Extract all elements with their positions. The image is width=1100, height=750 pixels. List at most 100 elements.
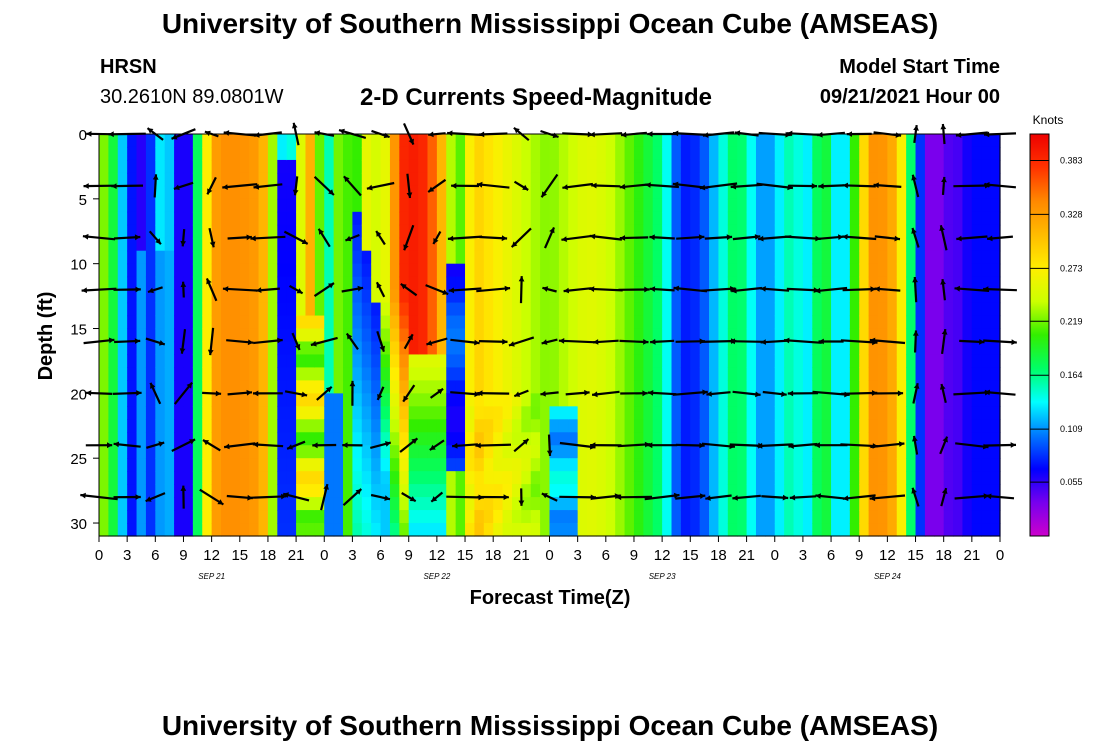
heatmap-cell xyxy=(108,393,119,407)
colorbar-units-label: Knots xyxy=(1033,113,1064,127)
heatmap-cell xyxy=(615,406,626,420)
heatmap-cell xyxy=(868,263,879,278)
heatmap-cell xyxy=(343,159,354,174)
heatmap-cell xyxy=(924,406,935,420)
heatmap-cell xyxy=(183,276,194,291)
heatmap-cell xyxy=(305,510,316,524)
heatmap-cell xyxy=(108,497,119,511)
heatmap-cell xyxy=(549,211,560,226)
heatmap-cell xyxy=(755,406,766,420)
heatmap-cell xyxy=(793,302,804,317)
heatmap-cell xyxy=(605,523,616,537)
heatmap-cell xyxy=(493,367,504,381)
heatmap-cell xyxy=(624,406,635,420)
heatmap-cell xyxy=(380,458,391,472)
heatmap-cell xyxy=(343,211,354,226)
heatmap-cell xyxy=(709,302,720,317)
heatmap-cell xyxy=(690,211,701,226)
heatmap-cell xyxy=(286,328,297,343)
heatmap-cell xyxy=(361,393,372,407)
heatmap-cell xyxy=(915,341,926,356)
heatmap-cell xyxy=(877,315,888,330)
heatmap-cell xyxy=(831,497,842,511)
heatmap-cell xyxy=(427,224,438,239)
heatmap-cell xyxy=(877,172,888,187)
current-vector xyxy=(255,287,280,293)
heatmap-cell xyxy=(361,159,372,174)
heatmap-cell xyxy=(183,367,194,381)
heatmap-cell xyxy=(615,458,626,472)
heatmap-cell xyxy=(868,354,879,369)
heatmap-cell xyxy=(399,510,410,524)
heatmap-cell xyxy=(389,276,400,291)
heatmap-cell xyxy=(990,406,1001,420)
heatmap-cell xyxy=(812,302,823,317)
heatmap-cell xyxy=(465,445,476,459)
heatmap-cell xyxy=(343,302,354,317)
current-vector xyxy=(447,235,483,242)
heatmap-cell xyxy=(117,354,128,369)
heatmap-cell xyxy=(418,146,429,161)
heatmap-cell xyxy=(446,328,457,343)
heatmap-cell xyxy=(934,419,945,433)
heatmap-cell xyxy=(483,471,494,485)
heatmap-cell xyxy=(849,523,860,537)
heatmap-cell xyxy=(633,289,644,304)
heatmap-cell xyxy=(502,198,513,213)
heatmap-cell xyxy=(877,198,888,213)
heatmap-cell xyxy=(587,393,598,407)
current-vector xyxy=(199,488,224,506)
heatmap-cell xyxy=(849,159,860,174)
current-vector xyxy=(591,390,620,398)
heatmap-cell xyxy=(577,406,588,420)
heatmap-cell xyxy=(709,224,720,239)
heatmap-cell xyxy=(755,328,766,343)
heatmap-cell xyxy=(314,419,325,433)
heatmap-cell xyxy=(277,276,288,291)
heatmap-cell xyxy=(333,432,344,446)
heatmap-cell xyxy=(145,328,156,343)
heatmap-cell xyxy=(314,315,325,330)
heatmap-cell xyxy=(727,432,738,446)
heatmap-cell xyxy=(427,445,438,459)
heatmap-cell xyxy=(493,380,504,394)
heatmap-cell xyxy=(192,393,203,407)
heatmap-cell xyxy=(211,185,222,200)
heatmap-cell xyxy=(521,146,532,161)
heatmap-cell xyxy=(305,406,316,420)
heatmap-cell xyxy=(99,224,109,239)
heatmap-cell xyxy=(136,172,147,187)
heatmap-cell xyxy=(540,134,551,148)
heatmap-cell xyxy=(624,211,635,226)
current-vector xyxy=(147,286,163,294)
heatmap-cell xyxy=(549,302,560,317)
heatmap-cell xyxy=(831,198,842,213)
heatmap-cell xyxy=(108,224,119,239)
heatmap-cell xyxy=(981,159,992,174)
heatmap-cell xyxy=(709,328,720,343)
heatmap-cell xyxy=(755,523,766,537)
heatmap-cell xyxy=(906,185,917,200)
heatmap-cell xyxy=(887,380,898,394)
x-tick-label: 21 xyxy=(964,547,981,564)
heatmap-cell xyxy=(352,380,363,394)
heatmap-cell xyxy=(427,276,438,291)
heatmap-cell xyxy=(164,250,175,265)
heatmap-cell xyxy=(887,172,898,187)
heatmap-cell xyxy=(643,250,654,265)
heatmap-cell xyxy=(859,302,870,317)
heatmap-cell xyxy=(427,159,438,174)
heatmap-cell xyxy=(164,406,175,420)
heatmap-cell xyxy=(455,471,466,485)
heatmap-cell xyxy=(887,354,898,369)
heatmap-cell xyxy=(633,380,644,394)
heatmap-cell xyxy=(643,367,654,381)
heatmap-cell xyxy=(962,393,973,407)
heatmap-cell xyxy=(605,458,616,472)
current-vector xyxy=(113,494,141,500)
heatmap-cell xyxy=(699,224,710,239)
heatmap-cell xyxy=(943,523,954,537)
heatmap-cell xyxy=(296,211,307,226)
heatmap-cell xyxy=(859,458,870,472)
heatmap-cell xyxy=(549,445,560,459)
